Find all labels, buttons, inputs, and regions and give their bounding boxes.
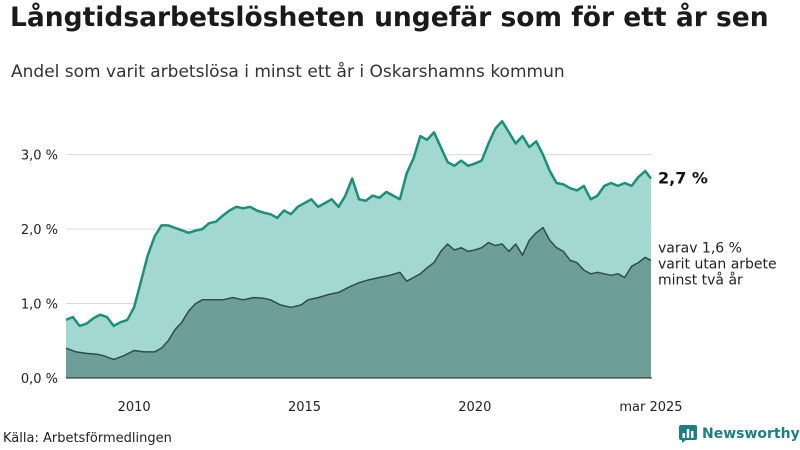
annotation-long-end-line: varav 1,6 % — [658, 240, 742, 256]
x-tick-label: 2020 — [458, 400, 491, 415]
chart-area: 0,0 % 1,0 % 2,0 % 3,0 % 2010 2015 2020 mar 2025… — [21, 119, 777, 415]
annotation-long-end-line: varit utan arbete — [658, 256, 777, 272]
bar-chart-badge-icon — [679, 425, 697, 443]
annotation-total-end: 2,7 % — [658, 168, 708, 187]
y-tick-label: 0,0 % — [21, 372, 58, 387]
chart-subtitle: Andel som varit arbetslösa i minst ett å… — [11, 62, 565, 82]
brand-name: Newsworthy — [702, 426, 800, 442]
y-tick-label: 3,0 % — [21, 149, 58, 164]
y-tick-label: 2,0 % — [21, 223, 58, 238]
chart-title: Långtidsarbetslösheten ungefär som för e… — [10, 2, 769, 33]
series-line-total — [65, 119, 652, 328]
series-areas — [66, 121, 651, 378]
brand-logo[interactable]: Newsworthy — [679, 425, 800, 443]
x-tick-label: mar 2025 — [619, 400, 682, 415]
series-lines — [65, 119, 652, 361]
x-tick-label: 2015 — [288, 400, 321, 415]
annotation-long-end-line: minst två år — [658, 271, 743, 288]
series-line-long — [65, 226, 652, 361]
x-tick-label: 2010 — [118, 400, 151, 415]
axes: 0,0 % 1,0 % 2,0 % 3,0 % 2010 2015 2020 mar 2025 — [21, 149, 683, 415]
area-long — [66, 227, 651, 378]
y-tick-label: 1,0 % — [21, 298, 58, 313]
source-note: Källa: Arbetsförmedlingen — [3, 431, 172, 446]
